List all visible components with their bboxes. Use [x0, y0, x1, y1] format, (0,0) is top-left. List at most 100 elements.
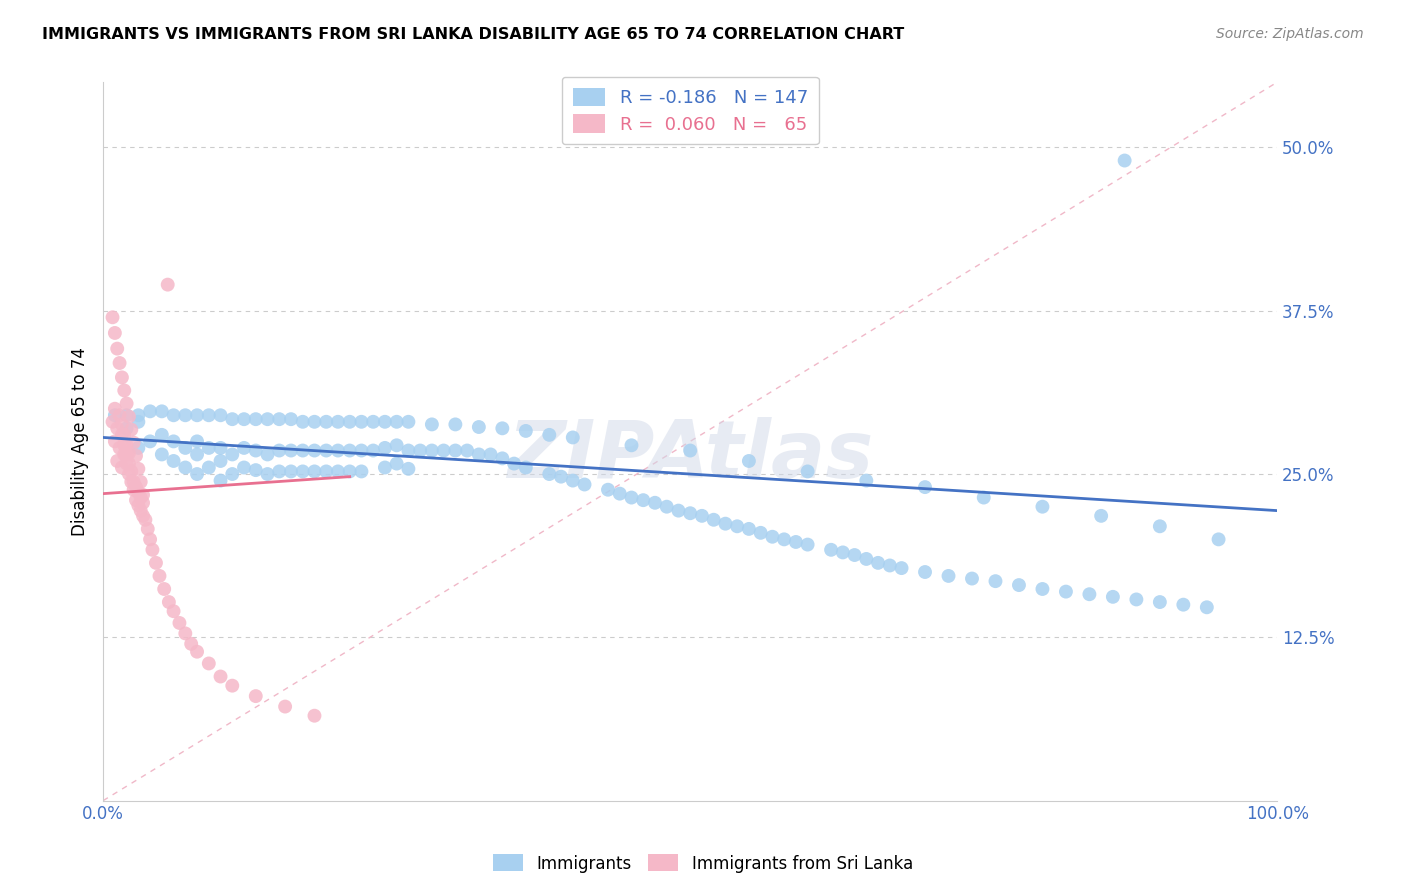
Point [104, 401, 127, 416]
Point [125, 449, 148, 463]
Point [256, 467, 278, 481]
Point [104, 409, 127, 423]
Point [914, 480, 936, 494]
Point [515, 424, 537, 438]
Point [111, 428, 134, 442]
Point [855, 552, 877, 566]
Text: ZIPAtlas: ZIPAtlas [508, 417, 873, 495]
Point [396, 443, 419, 458]
Point [118, 409, 141, 424]
Point [118, 467, 141, 481]
Point [655, 500, 678, 514]
Point [256, 447, 278, 461]
Point [112, 384, 135, 398]
Point [127, 441, 149, 455]
Point [221, 447, 243, 461]
Point [186, 645, 208, 659]
Point [198, 409, 221, 423]
Point [291, 465, 314, 479]
Point [269, 412, 291, 426]
Point [129, 475, 152, 489]
Point [127, 415, 149, 429]
Point [1149, 519, 1171, 533]
Point [304, 443, 326, 458]
Point [515, 460, 537, 475]
Point [209, 441, 232, 455]
Point [127, 485, 149, 500]
Point [315, 465, 337, 479]
Point [703, 513, 725, 527]
Point [139, 404, 162, 418]
Point [115, 396, 138, 410]
Point [738, 522, 761, 536]
Point [914, 565, 936, 579]
Point [122, 483, 145, 497]
Point [374, 441, 396, 455]
Point [127, 499, 149, 513]
Point [122, 435, 145, 450]
Point [796, 465, 818, 479]
Point [115, 421, 138, 435]
Point [326, 465, 349, 479]
Point [1090, 508, 1112, 523]
Point [374, 415, 396, 429]
Point [153, 582, 176, 596]
Point [221, 467, 243, 481]
Point [101, 310, 124, 325]
Point [112, 447, 135, 461]
Point [1031, 500, 1053, 514]
Point [118, 446, 141, 460]
Point [468, 447, 491, 461]
Point [868, 556, 890, 570]
Point [561, 474, 583, 488]
Point [304, 415, 326, 429]
Point [444, 417, 467, 432]
Point [456, 443, 478, 458]
Point [186, 409, 208, 423]
Point [156, 277, 179, 292]
Point [105, 342, 128, 356]
Point [104, 326, 127, 340]
Point [245, 689, 267, 703]
Point [186, 434, 208, 449]
Point [198, 657, 221, 671]
Point [233, 412, 256, 426]
Point [150, 428, 173, 442]
Point [339, 465, 361, 479]
Point [479, 447, 502, 461]
Point [150, 447, 173, 461]
Point [960, 572, 983, 586]
Point [844, 548, 866, 562]
Point [339, 415, 361, 429]
Text: IMMIGRANTS VS IMMIGRANTS FROM SRI LANKA DISABILITY AGE 65 TO 74 CORRELATION CHAR: IMMIGRANTS VS IMMIGRANTS FROM SRI LANKA … [42, 27, 904, 42]
Point [132, 488, 155, 502]
Point [125, 480, 148, 494]
Point [385, 438, 408, 452]
Legend: R = -0.186   N = 147, R =  0.060   N =   65: R = -0.186 N = 147, R = 0.060 N = 65 [562, 77, 818, 145]
Point [174, 409, 197, 423]
Point [679, 443, 702, 458]
Point [139, 533, 162, 547]
Point [112, 428, 135, 442]
Point [773, 533, 796, 547]
Point [221, 679, 243, 693]
Point [350, 465, 373, 479]
Point [120, 465, 142, 479]
Point [561, 430, 583, 444]
Point [105, 421, 128, 435]
Point [491, 451, 513, 466]
Point [125, 493, 148, 508]
Point [396, 462, 419, 476]
Point [274, 699, 297, 714]
Point [291, 443, 314, 458]
Point [761, 530, 783, 544]
Point [409, 443, 432, 458]
Point [186, 447, 208, 461]
Point [785, 535, 807, 549]
Point [973, 491, 995, 505]
Point [350, 443, 373, 458]
Point [1195, 600, 1218, 615]
Point [120, 475, 142, 489]
Point [108, 356, 131, 370]
Point [1208, 533, 1230, 547]
